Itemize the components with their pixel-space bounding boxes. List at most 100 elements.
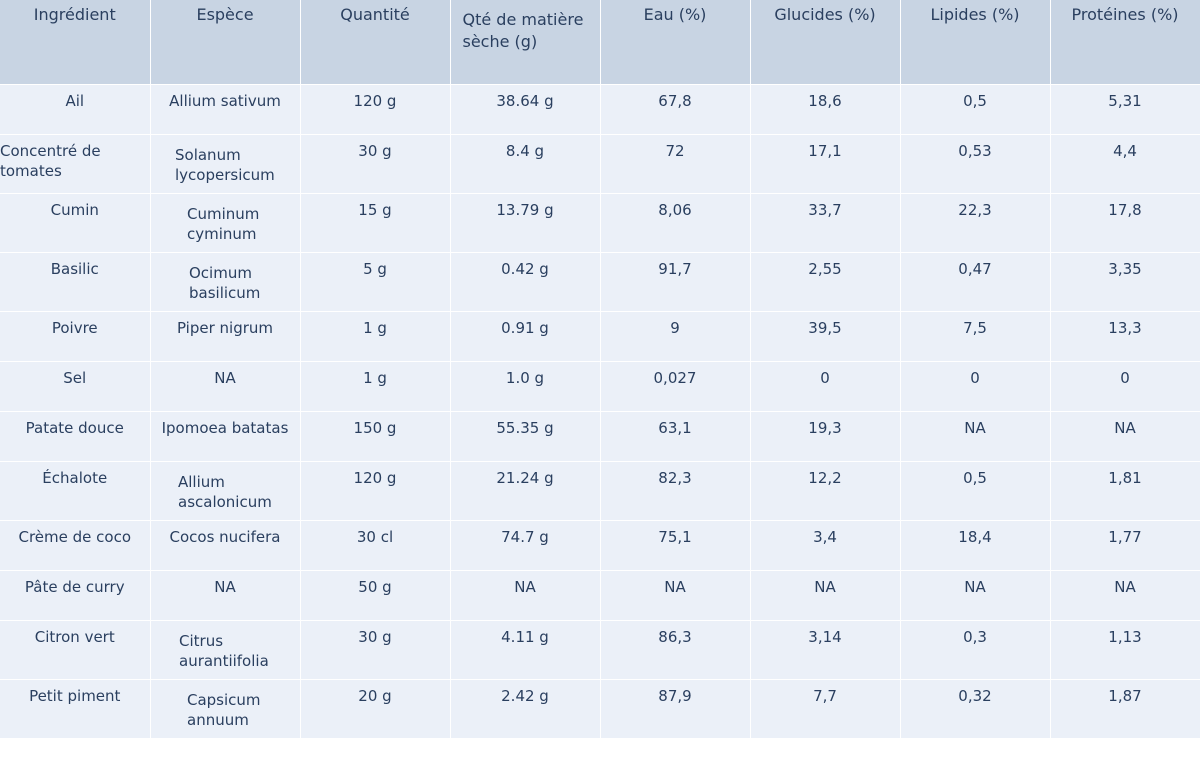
cell-dry-matter: 13.79 g [450, 193, 601, 253]
cell-proteins: 1,77 [1050, 520, 1200, 571]
cell-species: Cocos nucifera [150, 520, 301, 571]
cell-lipids: 0,47 [900, 252, 1051, 312]
cell-ingredient: Concentré de tomates [0, 134, 151, 194]
cell-dry-matter: 21.24 g [450, 461, 601, 521]
header-species: Espèce [150, 0, 301, 85]
cell-quantity: 150 g [300, 411, 451, 462]
cell-quantity: 5 g [300, 252, 451, 312]
cell-carbs: 17,1 [750, 134, 901, 194]
cell-dry-matter: NA [450, 570, 601, 621]
cell-ingredient: Pâte de curry [0, 570, 151, 621]
cell-lipids: 18,4 [900, 520, 1051, 571]
cell-carbs: 18,6 [750, 84, 901, 135]
cell-quantity: 30 g [300, 620, 451, 680]
cell-quantity: 120 g [300, 84, 451, 135]
cell-species: NA [150, 570, 301, 621]
cell-quantity: 15 g [300, 193, 451, 253]
cell-water: 82,3 [600, 461, 751, 521]
cell-species: Citrus aurantiifolia [150, 620, 301, 680]
cell-dry-matter: 0.91 g [450, 311, 601, 362]
cell-carbs: 0 [750, 361, 901, 412]
header-proteins: Protéines (%) [1050, 0, 1200, 85]
cell-dry-matter: 55.35 g [450, 411, 601, 462]
cell-species: Ocimum basilicum [150, 252, 301, 312]
cell-species-text: Cuminum cyminum [187, 204, 260, 243]
cell-water: NA [600, 570, 751, 621]
cell-carbs: 3,4 [750, 520, 901, 571]
cell-species: Capsicum annuum [150, 679, 301, 739]
cell-water: 91,7 [600, 252, 751, 312]
cell-ingredient: Ail [0, 84, 151, 135]
cell-carbs: 3,14 [750, 620, 901, 680]
header-ingredient: Ingrédient [0, 0, 151, 85]
cell-quantity: 1 g [300, 311, 451, 362]
header-carbs: Glucides (%) [750, 0, 901, 85]
cell-proteins: 17,8 [1050, 193, 1200, 253]
cell-proteins: 1,13 [1050, 620, 1200, 680]
cell-dry-matter: 0.42 g [450, 252, 601, 312]
cell-carbs: 12,2 [750, 461, 901, 521]
cell-quantity: 50 g [300, 570, 451, 621]
table-row: Sel NA 1 g 1.0 g 0,027 0 0 0 [0, 361, 1200, 412]
cell-lipids: NA [900, 570, 1051, 621]
cell-proteins: 13,3 [1050, 311, 1200, 362]
cell-quantity: 120 g [300, 461, 451, 521]
cell-quantity: 1 g [300, 361, 451, 412]
cell-species: Piper nigrum [150, 311, 301, 362]
cell-water: 87,9 [600, 679, 751, 739]
cell-ingredient: Sel [0, 361, 151, 412]
cell-lipids: 0,3 [900, 620, 1051, 680]
table-row: Petit piment Capsicum annuum 20 g 2.42 g… [0, 679, 1200, 739]
cell-species: Cuminum cyminum [150, 193, 301, 253]
cell-species-text: Capsicum annuum [187, 690, 261, 729]
cell-proteins: 0 [1050, 361, 1200, 412]
cell-proteins: 3,35 [1050, 252, 1200, 312]
cell-water: 0,027 [600, 361, 751, 412]
cell-proteins: 4,4 [1050, 134, 1200, 194]
cell-ingredient: Crème de coco [0, 520, 151, 571]
cell-dry-matter: 4.11 g [450, 620, 601, 680]
cell-dry-matter: 38.64 g [450, 84, 601, 135]
cell-lipids: 0,32 [900, 679, 1051, 739]
nutrition-table: Ingrédient Espèce Quantité Qté de matièr… [0, 0, 1200, 739]
cell-species: NA [150, 361, 301, 412]
cell-proteins: 1,87 [1050, 679, 1200, 739]
cell-water: 63,1 [600, 411, 751, 462]
cell-lipids: 0 [900, 361, 1051, 412]
table-row: Concentré de tomates Solanum lycopersicu… [0, 134, 1200, 194]
table-row: Basilic Ocimum basilicum 5 g 0.42 g 91,7… [0, 252, 1200, 312]
table-row: Poivre Piper nigrum 1 g 0.91 g 9 39,5 7,… [0, 311, 1200, 362]
cell-dry-matter: 8.4 g [450, 134, 601, 194]
cell-quantity: 30 cl [300, 520, 451, 571]
cell-proteins: 5,31 [1050, 84, 1200, 135]
cell-ingredient: Échalote [0, 461, 151, 521]
cell-proteins: NA [1050, 411, 1200, 462]
cell-species-text: Ocimum basilicum [189, 263, 261, 302]
cell-species: Ipomoea batatas [150, 411, 301, 462]
cell-lipids: 0,5 [900, 84, 1051, 135]
cell-species-text: Solanum lycopersicum [175, 145, 275, 184]
table-row: Patate douce Ipomoea batatas 150 g 55.35… [0, 411, 1200, 462]
cell-water: 8,06 [600, 193, 751, 253]
cell-carbs: 39,5 [750, 311, 901, 362]
cell-species: Allium ascalonicum [150, 461, 301, 521]
table-row: Crème de coco Cocos nucifera 30 cl 74.7 … [0, 520, 1200, 571]
cell-ingredient: Cumin [0, 193, 151, 253]
cell-ingredient: Patate douce [0, 411, 151, 462]
cell-ingredient: Basilic [0, 252, 151, 312]
cell-ingredient: Petit piment [0, 679, 151, 739]
header-dry-matter: Qté de matière sèche (g) [450, 0, 601, 85]
table-row: Citron vert Citrus aurantiifolia 30 g 4.… [0, 620, 1200, 680]
cell-ingredient: Poivre [0, 311, 151, 362]
cell-species-text: Citrus aurantiifolia [179, 631, 269, 670]
cell-ingredient: Citron vert [0, 620, 151, 680]
cell-water: 75,1 [600, 520, 751, 571]
cell-lipids: NA [900, 411, 1051, 462]
cell-water: 67,8 [600, 84, 751, 135]
cell-dry-matter: 1.0 g [450, 361, 601, 412]
header-lipids: Lipides (%) [900, 0, 1051, 85]
cell-lipids: 22,3 [900, 193, 1051, 253]
cell-carbs: NA [750, 570, 901, 621]
cell-lipids: 0,53 [900, 134, 1051, 194]
cell-dry-matter: 74.7 g [450, 520, 601, 571]
